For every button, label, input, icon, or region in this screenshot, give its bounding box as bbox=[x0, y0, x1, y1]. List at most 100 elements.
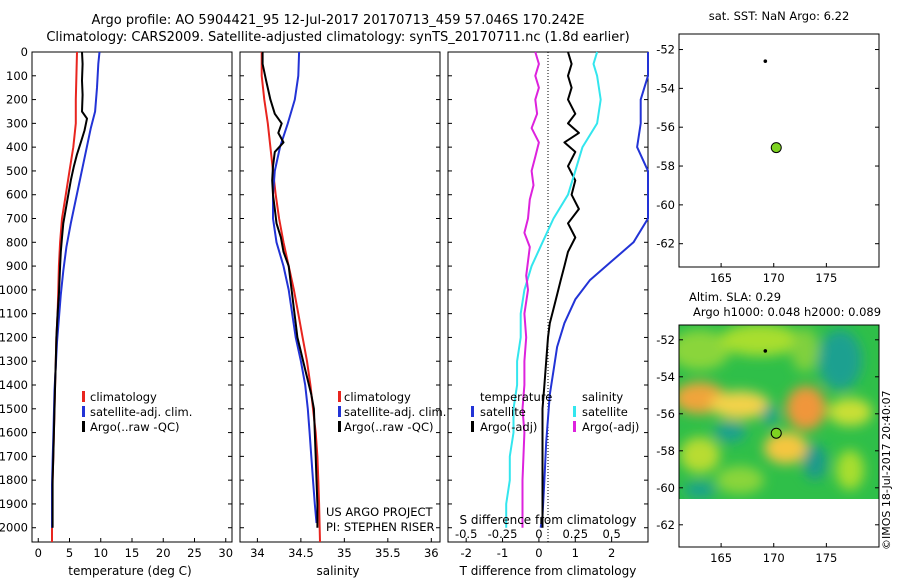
x-tick-label: 34 bbox=[250, 546, 265, 560]
depth-tick-label: 300 bbox=[6, 116, 28, 130]
x-tick-label: 0.25 bbox=[562, 527, 588, 541]
sla-blob bbox=[684, 482, 716, 498]
legend-label-t-satellite: satellite bbox=[480, 405, 526, 419]
legend-label-s-satellite: satellite bbox=[582, 405, 628, 419]
project-annotation: US ARGO PROJECT bbox=[326, 505, 434, 519]
salinity-x-axis: 34 34.5 35 35.5 36 bbox=[250, 538, 439, 560]
difference-xlabel-temperature: T difference from climatology bbox=[459, 564, 637, 578]
lat-tick-label: -56 bbox=[656, 407, 675, 421]
depth-tick-label: 1000 bbox=[0, 283, 28, 297]
sla-blob bbox=[786, 386, 826, 430]
x-tick-label: 35.5 bbox=[375, 546, 401, 560]
sst-map-axes: -52 -54 -56 -58 -60 -62 165 170 175 bbox=[656, 43, 879, 285]
difference-x-axis-salinity: -0.5 -0.25 0 0.25 0.5 bbox=[455, 527, 621, 541]
series-climatology bbox=[260, 52, 321, 543]
legend-swatch-s-argo bbox=[573, 421, 576, 432]
legend-swatch-climatology bbox=[82, 391, 85, 402]
depth-tick-label: 1100 bbox=[0, 307, 28, 321]
lat-tick-label: -60 bbox=[656, 198, 675, 212]
lat-tick-label: -58 bbox=[656, 444, 675, 458]
lat-tick-label: -54 bbox=[656, 370, 675, 384]
legend-label-argo: Argo(..raw -QC) bbox=[90, 420, 180, 434]
x-tick-label: 10 bbox=[93, 546, 108, 560]
lat-tick-label: -60 bbox=[656, 481, 675, 495]
temperature-xlabel: temperature (deg C) bbox=[68, 564, 191, 578]
sla-blob bbox=[803, 444, 827, 480]
salinity-legend: climatology satellite-adj. clim. Argo(..… bbox=[338, 390, 446, 434]
sla-blob bbox=[716, 466, 764, 494]
series-t-argo-adj- bbox=[541, 51, 580, 528]
sla-blob bbox=[720, 325, 800, 356]
x-tick-label: -0.25 bbox=[488, 527, 518, 541]
depth-axis: 0 100 200 300 400 500 600 700 800 900 1000 1100 1200… bbox=[0, 45, 648, 535]
sla-heatmap bbox=[679, 325, 879, 499]
footer-credit: ©IMOS 18-Jul-2017 20:40:07 bbox=[880, 390, 893, 550]
salinity-xlabel: salinity bbox=[316, 564, 359, 578]
sla-map-panel: Altim. SLA: 0.29 Argo h1000: 0.048 h2000… bbox=[656, 290, 881, 565]
depth-tick-label: 1700 bbox=[0, 449, 28, 463]
sla-blob bbox=[828, 398, 872, 426]
x-tick-label: 36 bbox=[424, 546, 439, 560]
salinity-plot-frame bbox=[239, 51, 441, 543]
lat-tick-label: -62 bbox=[656, 237, 675, 251]
sst-map-markers bbox=[763, 59, 782, 154]
depth-tick-label: 1600 bbox=[0, 426, 28, 440]
salinity-panel: 34 34.5 35 35.5 36 salinity climatology sate… bbox=[239, 51, 446, 578]
legend-swatch-s-satellite bbox=[573, 406, 576, 417]
depth-tick-label: 500 bbox=[6, 164, 28, 178]
difference-plot-frame bbox=[447, 51, 649, 543]
sla-map-axes: -52 -54 -56 -58 -60 -62 165 170 175 bbox=[656, 333, 879, 565]
depth-tick-label: 900 bbox=[6, 259, 28, 273]
depth-tick-label: 400 bbox=[6, 140, 28, 154]
depth-tick-label: 200 bbox=[6, 93, 28, 107]
legend-swatch-t-satellite bbox=[471, 406, 474, 417]
sla-blob bbox=[836, 450, 864, 490]
legend-heading-salinity: salinity bbox=[582, 390, 623, 404]
temperature-plot-frame bbox=[31, 51, 233, 543]
legend-swatch-t-argo bbox=[471, 421, 474, 432]
series-t-satellite bbox=[539, 52, 649, 528]
depth-tick-label: 1300 bbox=[0, 354, 28, 368]
x-tick-label: 0 bbox=[535, 527, 542, 541]
series-s-satellite bbox=[505, 51, 602, 528]
x-tick-label: -2 bbox=[460, 546, 471, 560]
temperature-series bbox=[51, 51, 101, 542]
depth-tick-label: 0 bbox=[21, 45, 28, 59]
legend-label-s-argo: Argo(-adj) bbox=[582, 420, 639, 434]
sla-heatmap-field bbox=[679, 325, 872, 498]
lat-tick-label: -52 bbox=[656, 43, 675, 57]
legend-swatch-argo bbox=[82, 421, 85, 432]
depth-tick-label: 1400 bbox=[0, 378, 28, 392]
sla-map-title-line1: Altim. SLA: 0.29 bbox=[689, 290, 781, 304]
sla-map-title-line2: Argo h1000: 0.048 h2000: 0.089 bbox=[693, 305, 881, 319]
temperature-x-axis: 0 5 10 15 20 25 30 bbox=[35, 538, 233, 560]
float-position-marker bbox=[770, 427, 782, 439]
legend-label-satellite: satellite-adj. clim. bbox=[344, 405, 446, 419]
sla-blob bbox=[680, 437, 720, 473]
lat-tick-label: -54 bbox=[656, 81, 675, 95]
legend-swatch-satellite bbox=[82, 406, 85, 417]
x-tick-label: 0 bbox=[35, 546, 42, 560]
sla-map-frame bbox=[678, 324, 880, 548]
sla-map-lower-blank bbox=[679, 499, 879, 547]
difference-x-axis: -2 -1 0 1 2 bbox=[460, 538, 615, 560]
lon-tick-label: 170 bbox=[763, 551, 785, 565]
legend-swatch-satellite bbox=[338, 406, 341, 417]
depth-tick-label: 1200 bbox=[0, 330, 28, 344]
depth-tick-label: 2000 bbox=[0, 521, 28, 535]
difference-legend: temperature satellite Argo(-adj) salinit… bbox=[471, 390, 639, 434]
depth-tick-label: 700 bbox=[6, 212, 28, 226]
series-satellite-adj-clim- bbox=[272, 51, 318, 524]
x-tick-label: 5 bbox=[66, 546, 73, 560]
legend-swatch-climatology bbox=[338, 391, 341, 402]
difference-panel: -2 -1 0 1 2 -0.5 -0.25 0 0.25 0.5 S difference f… bbox=[447, 51, 649, 578]
x-tick-label: 1 bbox=[572, 546, 579, 560]
legend-label-t-argo: Argo(-adj) bbox=[480, 420, 537, 434]
legend-label-satellite: satellite-adj. clim. bbox=[90, 405, 192, 419]
x-tick-label: 15 bbox=[125, 546, 140, 560]
depth-tick-label: 100 bbox=[6, 69, 28, 83]
x-tick-label: 2 bbox=[608, 546, 615, 560]
x-tick-label: -1 bbox=[497, 546, 508, 560]
depth-tick-label: 1900 bbox=[0, 497, 28, 511]
difference-xlabel-salinity: S difference from climatology bbox=[460, 513, 637, 527]
